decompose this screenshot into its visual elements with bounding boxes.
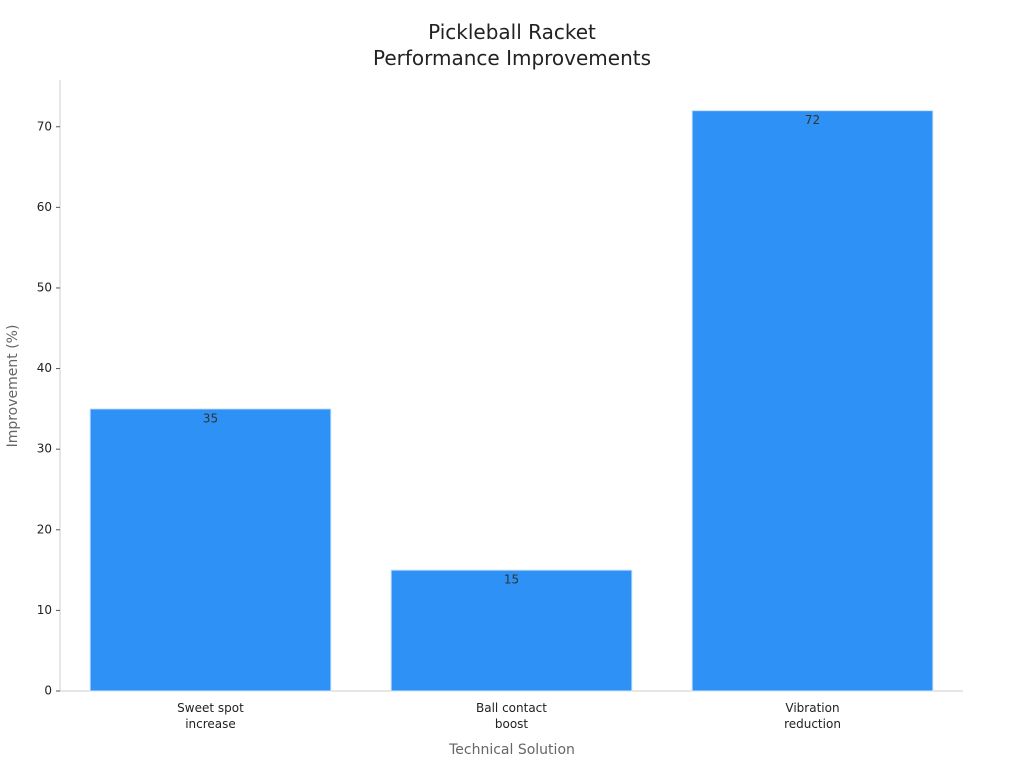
bar [390, 569, 633, 692]
y-axis-label: Improvement (%) [5, 325, 21, 448]
bar [691, 110, 934, 692]
chart-title: Pickleball Racket Performance Improvement… [373, 20, 651, 70]
y-tick-label: 60 [37, 200, 52, 214]
y-tick-label: 0 [44, 684, 52, 698]
value-label: 15 [504, 573, 519, 587]
y-tick-label: 50 [37, 280, 52, 294]
x-tick-label: Sweet spot increase [177, 701, 244, 731]
value-label: 72 [805, 113, 820, 127]
y-tick-label: 30 [37, 442, 52, 456]
y-tick-label: 70 [37, 119, 52, 133]
value-label: 35 [203, 411, 218, 425]
x-axis-label: Technical Solution [448, 742, 575, 758]
x-tick-label: Vibration reduction [784, 701, 841, 731]
y-tick-label: 10 [37, 603, 52, 617]
y-tick-label: 20 [37, 522, 52, 536]
bar [89, 408, 332, 692]
y-tick-label: 40 [37, 361, 52, 375]
x-tick-label: Ball contact boost [476, 701, 547, 731]
